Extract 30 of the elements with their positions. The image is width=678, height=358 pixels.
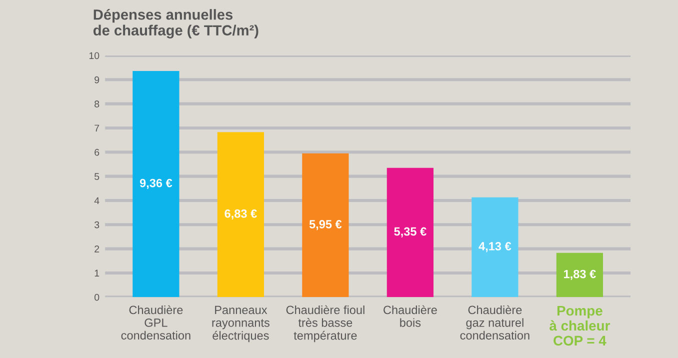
y-tick-label: 10 <box>89 52 100 60</box>
y-tick-label: 5 <box>94 173 100 180</box>
y-tick-label: 1 <box>94 270 100 276</box>
y-tick-label: 0 <box>94 294 100 301</box>
y-tick-label: 7 <box>94 124 100 132</box>
data-label: 9,36 € <box>140 178 172 189</box>
bar <box>472 197 518 298</box>
data-label: 5,35 € <box>394 227 426 238</box>
data-label: 6,83 € <box>224 209 257 220</box>
x-tick-label: Pompe à chaleur COP = 4 <box>550 306 610 346</box>
x-tick-label: Chaudière gaz naturel condensation <box>460 305 530 340</box>
bar <box>556 252 603 298</box>
data-label: 4,13 € <box>478 242 512 252</box>
bar <box>217 132 264 298</box>
chart-title: Dépenses annuelles de chauffage (€ TTC/m²) <box>93 8 258 38</box>
x-tick-label: Chaudière fioul très basse température <box>286 305 364 342</box>
y-tick-label: 9 <box>94 76 100 84</box>
x-tick-label: Panneaux rayonnants électriques <box>212 306 270 342</box>
y-tick-label: 8 <box>94 100 100 108</box>
bar <box>386 168 434 298</box>
y-tick-label: 4 <box>94 197 100 204</box>
bar <box>132 70 180 298</box>
y-tick-label: 6 <box>94 148 100 156</box>
y-tick-label: 2 <box>94 246 100 252</box>
x-tick-label: Chaudière bois <box>384 305 437 327</box>
bar <box>302 153 349 298</box>
y-tick-label: 3 <box>94 221 100 228</box>
x-tick-label: Chaudière GPL condensation <box>121 305 190 340</box>
data-label: 1,83 € <box>564 270 596 280</box>
data-label: 5,95 € <box>309 220 342 230</box>
